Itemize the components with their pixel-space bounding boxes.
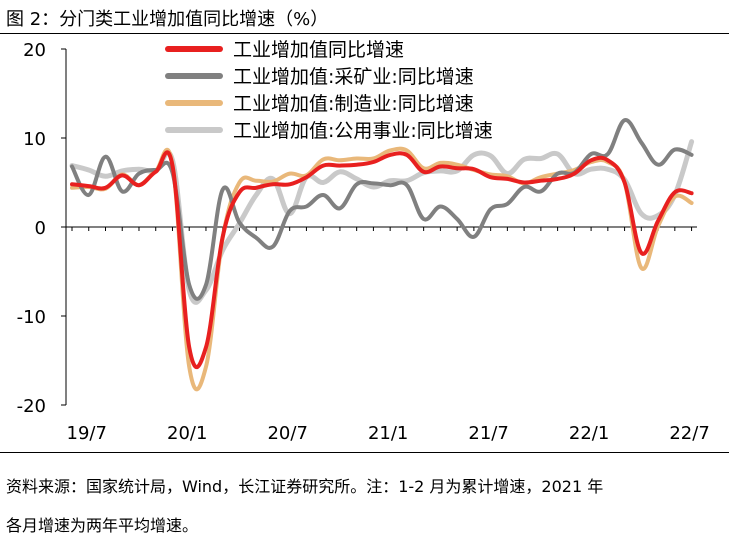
- legend: 工业增加值同比增速工业增加值:采矿业:同比增速工业增加值:制造业:同比增速工业增…: [165, 39, 493, 142]
- source-note-line-1: 资料来源：国家统计局，Wind，长江证券研究所。注：1-2 月为累计增速，202…: [6, 477, 604, 496]
- legend-label-1: 工业增加值同比增速: [233, 39, 404, 61]
- source-note-line-2: 各月增速为两年平均增速。: [6, 516, 199, 535]
- legend-label-3: 工业增加值:制造业:同比增速: [233, 93, 474, 115]
- axes-layer: -20 -10 0 10 20 19/7 20/1 20/7 21/1 21/7 22/1 22/7: [17, 40, 710, 444]
- y-tick-label: 0: [35, 218, 46, 239]
- series-line-2: [70, 118, 694, 301]
- series-line-1: [70, 150, 694, 370]
- legend-label-4: 工业增加值:公用事业:同比增速: [233, 120, 493, 142]
- title-rule: [0, 33, 729, 34]
- x-tick-label: 21/1: [368, 423, 408, 444]
- x-tick-label: 19/7: [67, 423, 107, 444]
- figure-title: 图 2：分门类工业增加值同比增速（%）: [6, 9, 329, 30]
- bottom-rule: [0, 452, 729, 453]
- x-tick-label: 22/7: [669, 423, 709, 444]
- y-tick-label: -20: [17, 396, 46, 417]
- legend-label-2: 工业增加值:采矿业:同比增速: [233, 66, 474, 88]
- x-tick-label: 21/7: [468, 423, 508, 444]
- x-tick-label: 20/7: [267, 423, 307, 444]
- x-tick-label: 20/1: [167, 423, 207, 444]
- x-tick-label: 22/1: [569, 423, 609, 444]
- y-tick-label: 10: [23, 129, 46, 150]
- y-tick-label: -10: [17, 307, 46, 328]
- series-layer: [69, 118, 695, 392]
- series-line-4: [69, 139, 695, 305]
- y-tick-label: 20: [23, 40, 46, 61]
